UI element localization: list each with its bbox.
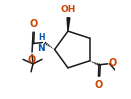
Text: N: N (37, 44, 45, 53)
Text: OH: OH (61, 5, 76, 14)
Text: O: O (29, 19, 38, 29)
Polygon shape (67, 18, 70, 31)
Text: H: H (38, 33, 45, 42)
Text: O: O (108, 58, 116, 68)
Text: O: O (28, 55, 36, 65)
Text: O: O (95, 80, 103, 90)
